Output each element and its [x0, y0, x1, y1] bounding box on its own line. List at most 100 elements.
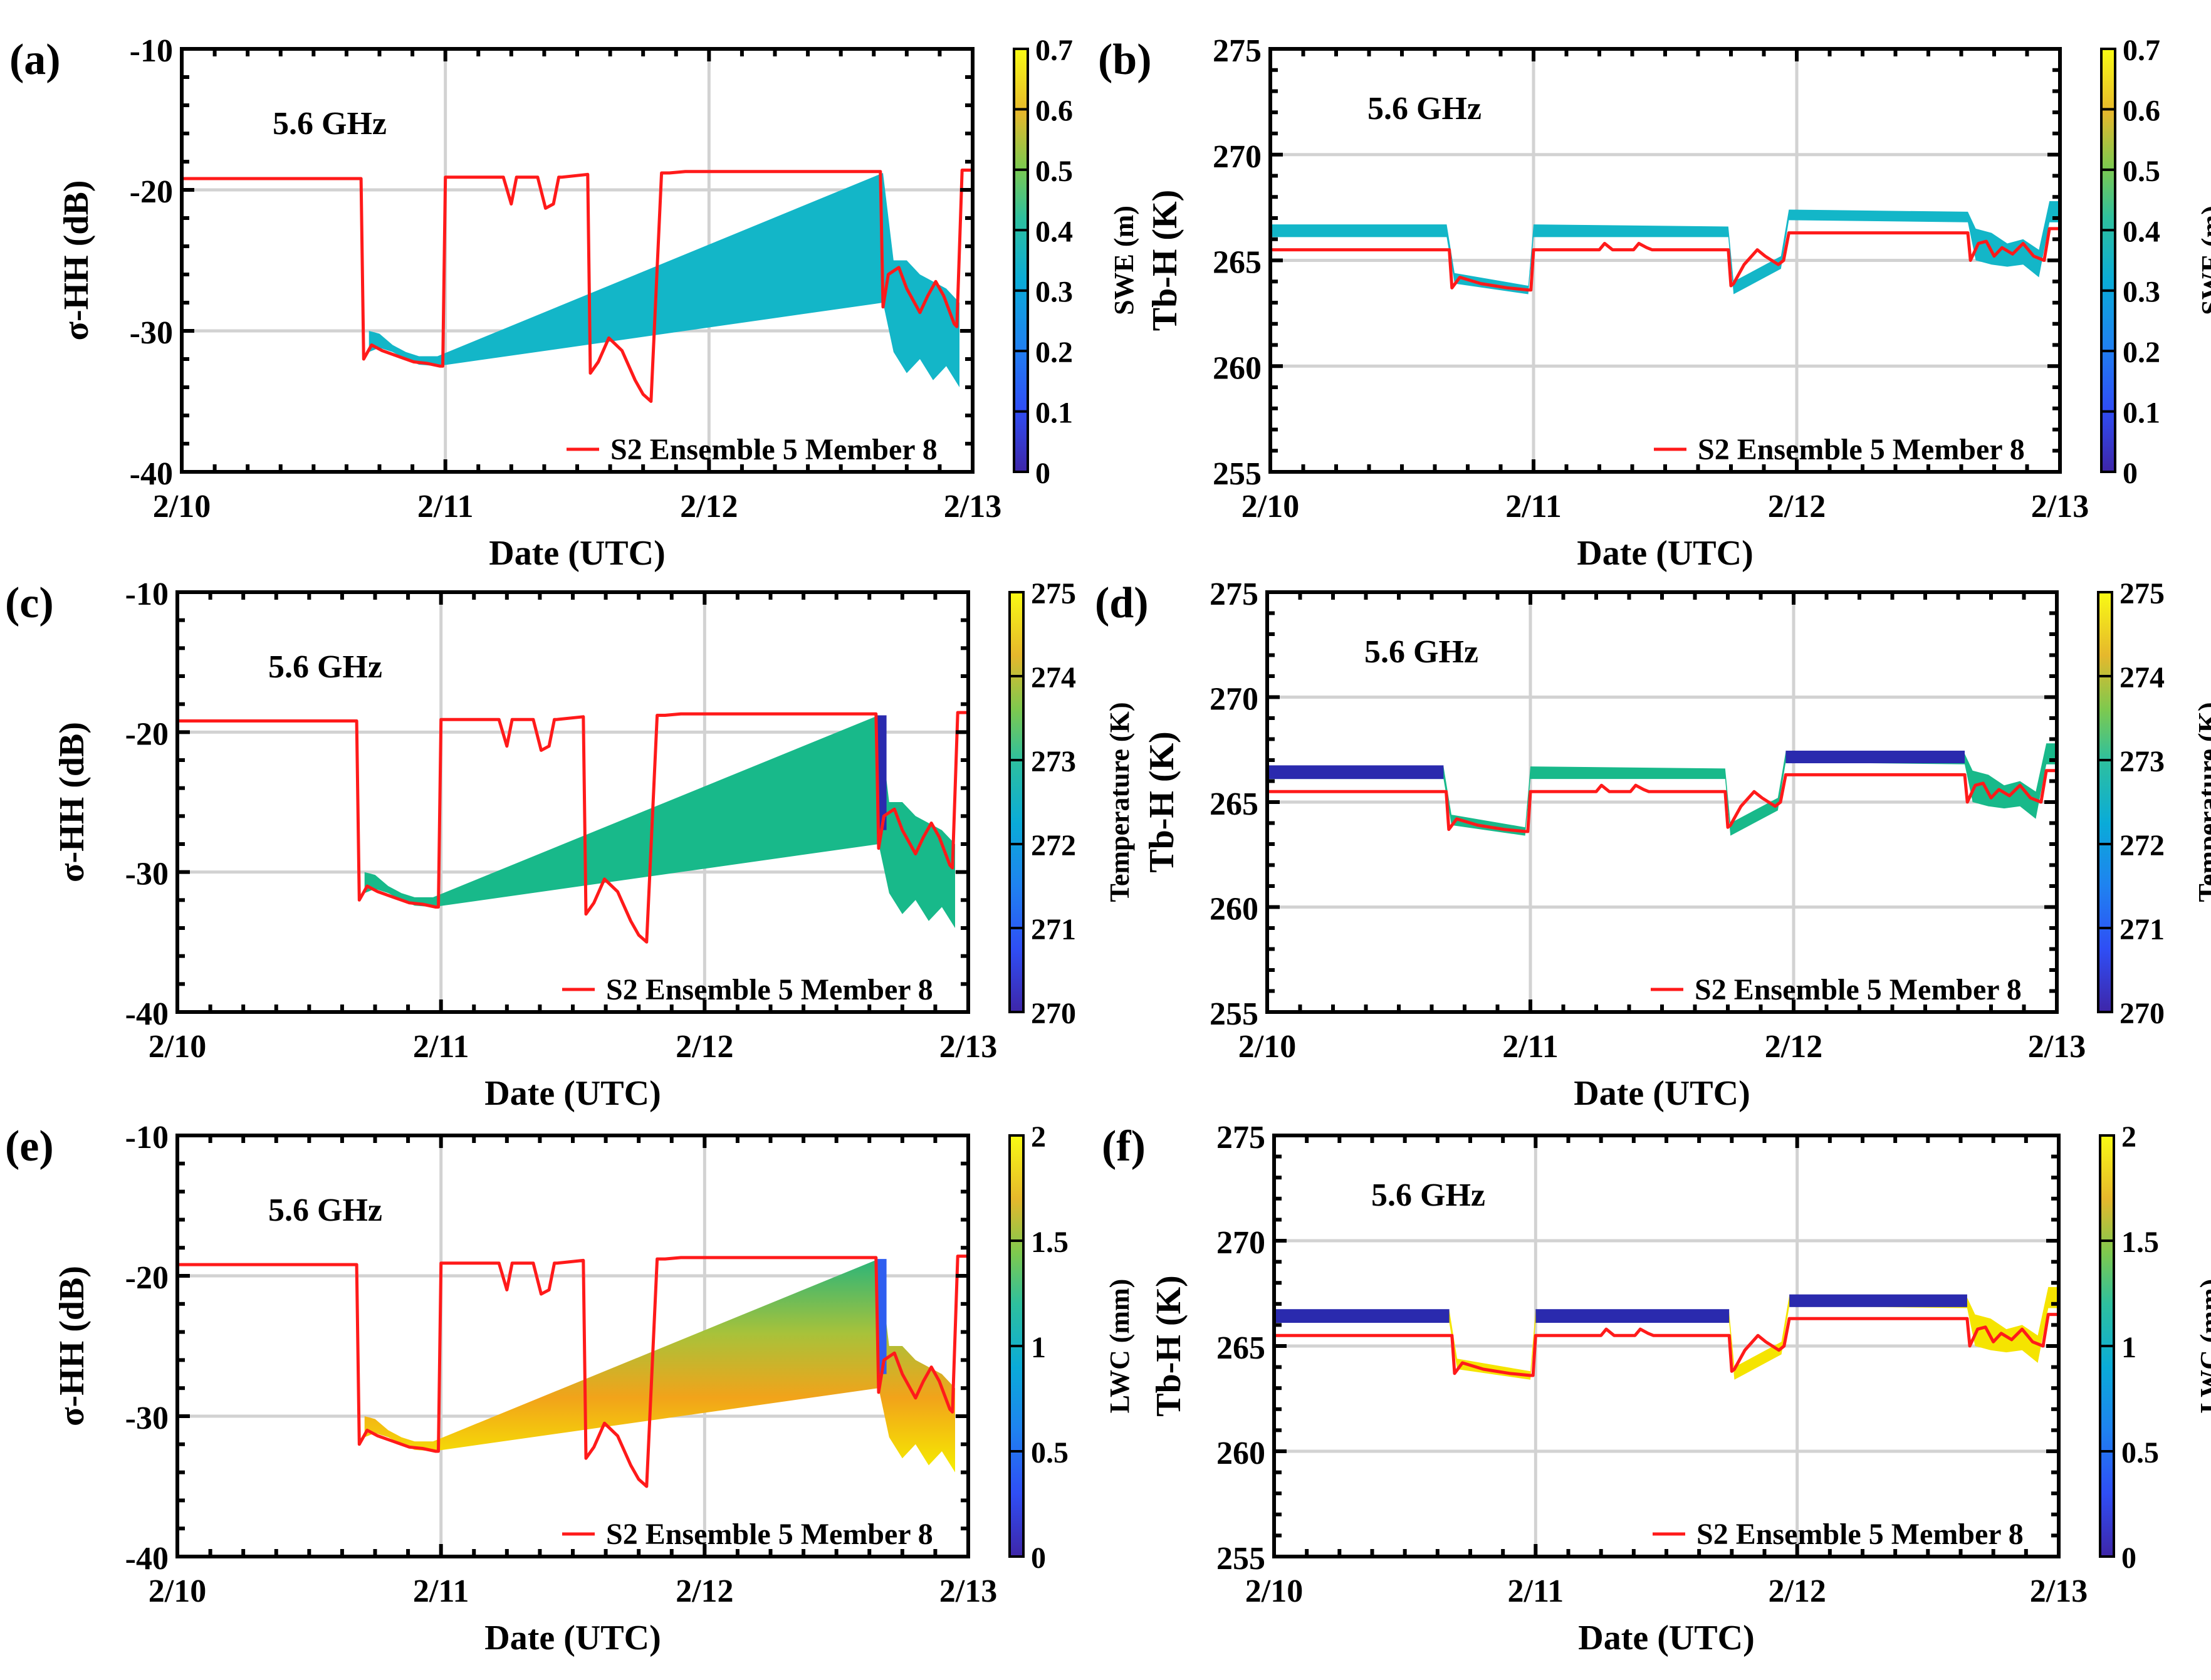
ensemble-band-edge — [877, 715, 887, 830]
colorbar-tick-label: 0.1 — [1035, 397, 1073, 430]
colorbar — [1014, 49, 1028, 472]
frequency-label: 5.6 GHz — [1364, 634, 1478, 670]
colorbar-tick-label: 275 — [1031, 577, 1076, 610]
colorbar-tick-label: 274 — [1031, 661, 1076, 694]
x-tick-label: 2/13 — [2031, 489, 2089, 524]
frequency-label: 5.6 GHz — [1371, 1177, 1485, 1213]
colorbar-label: Temperature (K) — [2193, 702, 2211, 902]
colorbar-tick-label: 1.5 — [2121, 1226, 2159, 1259]
colorbar-tick-label: 0.5 — [1031, 1436, 1069, 1469]
y-tick-label: -40 — [125, 996, 169, 1032]
colorbar-tick-label: 0.6 — [2123, 94, 2160, 127]
y-tick-label: -10 — [125, 577, 169, 612]
colorbar-tick-label: 0.1 — [2123, 397, 2160, 430]
x-tick-label: 2/11 — [413, 1573, 469, 1609]
x-tick-label: 2/13 — [944, 489, 1001, 524]
y-tick-label: 270 — [1210, 682, 1258, 717]
y-axis-label: Tb-H (K) — [1146, 190, 1184, 331]
x-tick-label: 2/10 — [1238, 1029, 1296, 1065]
y-tick-label: 255 — [1210, 996, 1258, 1032]
colorbar-tick-label: 0.4 — [2123, 215, 2160, 248]
colorbar-tick-label: 0 — [2123, 457, 2138, 490]
legend-label: S2 Ensemble 5 Member 8 — [610, 433, 938, 466]
colorbar — [2101, 49, 2115, 472]
frequency-label: 5.6 GHz — [268, 1192, 382, 1228]
y-tick-label: -40 — [125, 1541, 169, 1577]
x-tick-label: 2/12 — [680, 489, 738, 524]
colorbar-tick-label: 270 — [2120, 997, 2165, 1030]
colorbar-tick-label: 273 — [2120, 745, 2165, 778]
colorbar-tick-label: 1 — [2121, 1331, 2136, 1364]
y-axis-label: σ-HH (dB) — [53, 722, 91, 882]
ensemble-band-dry-segment — [1535, 1309, 1730, 1323]
x-tick-label: 2/11 — [1508, 1573, 1564, 1609]
colorbar-label: SWE (m) — [2196, 206, 2211, 315]
ensemble-band — [368, 173, 959, 387]
y-tick-label: -20 — [125, 1260, 169, 1296]
y-axis-label: σ-HH (dB) — [57, 180, 96, 340]
y-tick-label: -20 — [125, 716, 169, 752]
colorbar-tick-label: 272 — [2120, 829, 2165, 862]
colorbar — [1010, 592, 1023, 1012]
colorbar-tick-label: 0.2 — [1035, 336, 1073, 369]
panel-label: (c) — [5, 579, 54, 627]
x-tick-label: 2/10 — [149, 1029, 206, 1065]
colorbar — [2098, 592, 2112, 1012]
y-tick-label: 255 — [1216, 1541, 1265, 1577]
panel-label: (d) — [1095, 579, 1149, 627]
colorbar-tick-label: 0 — [1035, 457, 1050, 490]
frequency-label: 5.6 GHz — [268, 649, 382, 685]
series-line — [182, 169, 973, 403]
y-tick-label: 260 — [1213, 350, 1262, 386]
colorbar-tick-label: 272 — [1031, 829, 1076, 862]
y-tick-label: 260 — [1216, 1436, 1265, 1471]
panel-e: (e) -10 -20 -30 -402/10 2/11 2/12 2/13 σ-HH (dB)… — [5, 1120, 1135, 1657]
y-axis-label: Tb-H (K) — [1142, 731, 1181, 873]
x-tick-label: 2/10 — [149, 1573, 206, 1609]
colorbar-tick-label: 0.5 — [1035, 155, 1073, 188]
y-tick-label: 270 — [1216, 1225, 1265, 1261]
colorbar-tick-label: 0.3 — [2123, 276, 2160, 309]
x-tick-label: 2/13 — [2028, 1029, 2086, 1065]
series-line — [177, 1255, 968, 1488]
x-axis-label: Date (UTC) — [484, 1074, 661, 1113]
series-line — [1267, 769, 2057, 833]
legend-label: S2 Ensemble 5 Member 8 — [606, 973, 933, 1006]
colorbar-label: SWE (m) — [1109, 206, 1139, 315]
colorbar-tick-label: 2 — [1031, 1120, 1046, 1154]
panel-c: (c) -10 -20 -30 -402/10 2/11 2/12 2/13 σ-HH (dB)… — [5, 577, 1135, 1113]
colorbar-tick-label: 0 — [1031, 1542, 1046, 1575]
panel-label: (b) — [1098, 36, 1152, 84]
x-tick-label: 2/12 — [676, 1573, 733, 1609]
panel-label: (f) — [1102, 1122, 1146, 1171]
y-tick-label: 275 — [1210, 577, 1258, 612]
colorbar-tick-label: 0.4 — [1035, 215, 1073, 248]
colorbar-tick-label: 275 — [2120, 577, 2165, 610]
colorbar-tick-label: 274 — [2120, 661, 2165, 694]
x-tick-label: 2/11 — [1502, 1029, 1559, 1065]
colorbar-tick-label: 0.5 — [2121, 1436, 2159, 1469]
panel-d: (d) 255 260 265 270 275 2/10 2/11 2/12 2/13 Tb-H (… — [1095, 577, 2211, 1113]
frequency-label: 5.6 GHz — [1367, 91, 1482, 127]
x-tick-label: 2/12 — [1768, 1573, 1826, 1609]
legend-label: S2 Ensemble 5 Member 8 — [1696, 1518, 2024, 1551]
y-tick-label: 260 — [1210, 892, 1258, 927]
series-line — [1274, 1313, 2059, 1377]
series-line — [1270, 227, 2060, 292]
ensemble-band — [364, 1259, 955, 1473]
ensemble-band-cold-segment — [1785, 750, 1965, 764]
y-axis-label: σ-HH (dB) — [53, 1266, 91, 1426]
ensemble-band — [364, 715, 955, 928]
colorbar-tick-label: 0.5 — [2123, 155, 2160, 188]
y-axis-label: Tb-H (K) — [1149, 1275, 1188, 1417]
x-axis-label: Date (UTC) — [484, 1619, 661, 1657]
x-tick-label: 2/11 — [417, 489, 474, 524]
colorbar-tick-label: 1.5 — [1031, 1226, 1069, 1259]
ensemble-band-dry-segment — [1274, 1309, 1450, 1323]
legend-label: S2 Ensemble 5 Member 8 — [1698, 433, 2025, 466]
y-tick-label: -30 — [125, 857, 169, 892]
colorbar-tick-label: 0.7 — [2123, 34, 2160, 67]
x-axis-label: Date (UTC) — [1578, 1619, 1754, 1657]
x-axis-label: Date (UTC) — [1577, 534, 1753, 573]
y-tick-label: 275 — [1213, 33, 1262, 69]
